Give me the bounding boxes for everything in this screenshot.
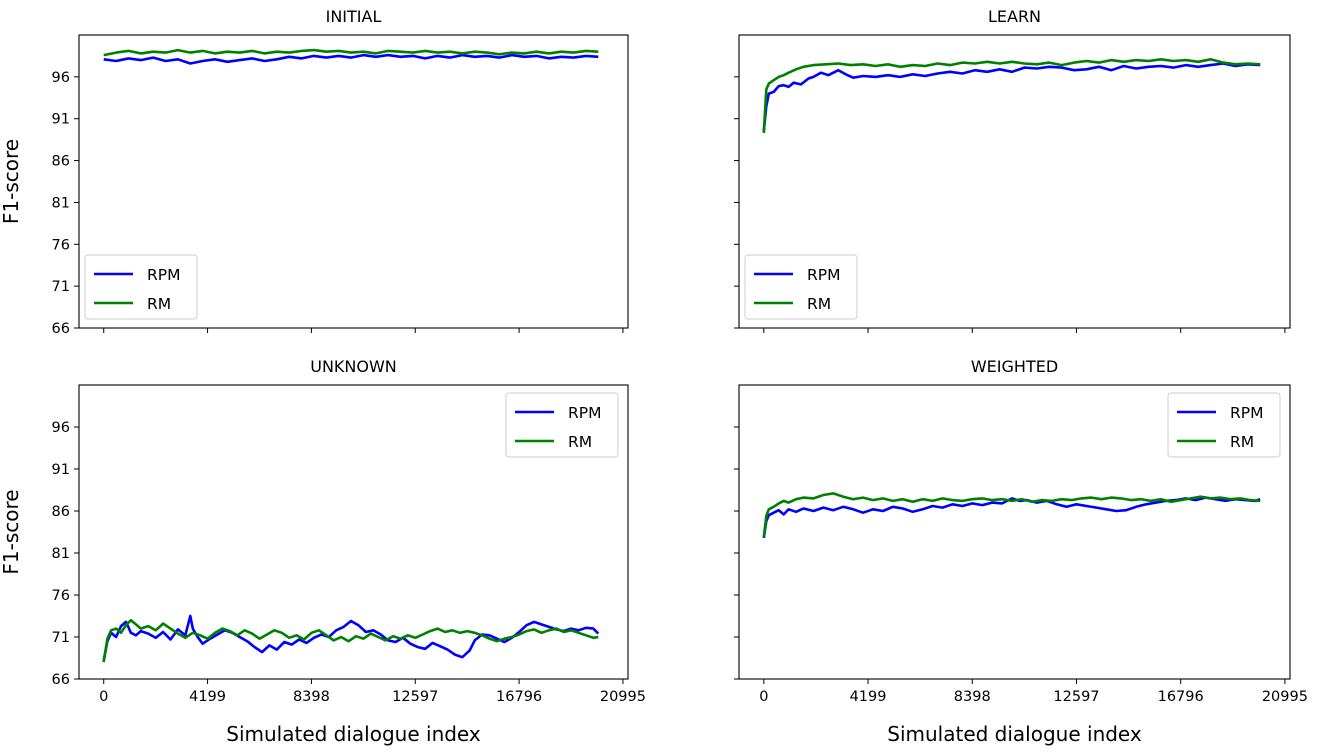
x-tick-label: 4199 [850, 689, 887, 705]
y-tick-label: 66 [52, 321, 70, 337]
y-tick-label: 76 [52, 237, 70, 253]
legend: RPM RM [1167, 392, 1281, 458]
panel-title: UNKNOWN [310, 357, 397, 376]
y-tick-label: 66 [52, 672, 70, 688]
legend: RPM RM [744, 254, 858, 320]
legend-box [1167, 392, 1281, 458]
y-tick-label: 86 [52, 154, 70, 170]
x-axis-label: Simulated dialogue index [887, 722, 1142, 746]
panel-title: WEIGHTED [971, 357, 1058, 376]
legend-label-rpm: RPM [1230, 404, 1264, 422]
y-tick-label: 91 [52, 462, 70, 478]
y-tick-label: 81 [52, 195, 70, 211]
legend-label-rpm: RPM [568, 404, 602, 422]
x-tick-label: 16796 [1158, 689, 1204, 705]
x-tick-label: 12597 [1053, 689, 1099, 705]
legend: RPM RM [84, 254, 198, 320]
series-line-rpm [762, 496, 1261, 539]
x-tick-label: 8398 [954, 689, 991, 705]
series-line-rm [102, 618, 599, 663]
y-tick-label: 96 [52, 420, 70, 436]
series-line-rpm [762, 62, 1261, 132]
plot-frame [78, 384, 629, 680]
panel-initial: INITIAL 66 71 76 81 86 91 96 F1-score RPM RM [0, 7, 629, 337]
y-tick-label: 76 [52, 588, 70, 604]
plot-frame [738, 384, 1291, 680]
legend-label-rm: RM [1230, 433, 1254, 451]
panel-weighted: WEIGHTED 0 4199 8398 12597 16796 20995 Simulate… [734, 357, 1308, 746]
x-tick-label: 20995 [600, 689, 646, 705]
y-tick-label: 81 [52, 546, 70, 562]
legend-box [744, 254, 858, 320]
y-axis-label: F1-score [0, 489, 23, 574]
y-tick-label: 71 [52, 279, 70, 295]
panel-title: INITIAL [326, 7, 382, 26]
x-tick-label: 0 [759, 689, 768, 705]
x-tick-label: 16796 [496, 689, 542, 705]
plot-frame [78, 34, 629, 329]
y-tick-label: 96 [52, 70, 70, 86]
series-line-rm [762, 58, 1261, 133]
x-tick-label: 20995 [1262, 689, 1308, 705]
legend-label-rpm: RPM [807, 266, 841, 284]
panel-learn: LEARN RPM RM [734, 7, 1291, 333]
legend-box [505, 392, 619, 458]
series-line-rpm [103, 53, 599, 65]
x-tick-label: 0 [99, 689, 108, 705]
legend-label-rm: RM [807, 295, 831, 313]
x-tick-label: 4199 [189, 689, 226, 705]
panel-title: LEARN [988, 7, 1041, 26]
legend-box [84, 254, 198, 320]
y-tick-label: 91 [52, 112, 70, 128]
plot-frame [738, 34, 1291, 329]
y-tick-label: 86 [52, 504, 70, 520]
y-axis-label: F1-score [0, 139, 23, 224]
legend: RPM RM [505, 392, 619, 458]
legend-label-rm: RM [147, 295, 171, 313]
y-tick-label: 71 [52, 630, 70, 646]
series-line-rm [103, 48, 599, 57]
panel-unknown: UNKNOWN 66 71 76 81 86 91 96 0 4199 8398 12597 16796… [0, 357, 646, 746]
x-axis-label: Simulated dialogue index [226, 722, 481, 746]
x-tick-label: 12597 [392, 689, 438, 705]
x-tick-label: 8398 [293, 689, 330, 705]
legend-label-rm: RM [568, 433, 592, 451]
series-line-rm [762, 492, 1261, 538]
legend-label-rpm: RPM [147, 266, 181, 284]
